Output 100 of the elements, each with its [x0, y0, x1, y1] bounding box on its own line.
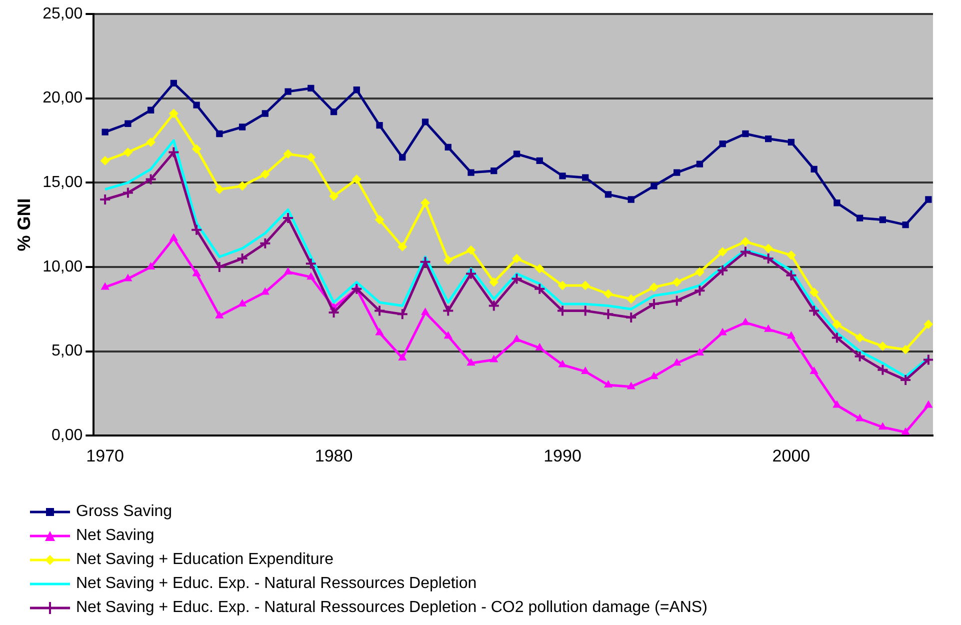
point: [422, 118, 429, 126]
point: [787, 332, 796, 339]
point: [123, 148, 132, 157]
point: [855, 333, 864, 342]
point: [420, 198, 430, 208]
point: [832, 400, 841, 408]
point: [261, 288, 270, 295]
point: [900, 374, 912, 386]
point: [559, 172, 566, 180]
point: [374, 304, 386, 317]
point: [670, 294, 683, 307]
point: [329, 192, 338, 201]
point: [282, 212, 294, 224]
point: [627, 382, 636, 390]
point: [352, 174, 362, 184]
point: [375, 215, 384, 224]
point: [765, 135, 772, 142]
point: [719, 140, 726, 148]
point: [306, 272, 315, 280]
point: [602, 308, 614, 320]
point: [810, 166, 818, 172]
point: [716, 264, 729, 276]
point: [922, 354, 933, 366]
point: [262, 110, 268, 117]
point: [924, 400, 932, 408]
point: [170, 234, 178, 241]
point: [604, 289, 613, 298]
point: [695, 268, 704, 277]
x-tick-label: 2000: [772, 446, 810, 466]
y-tick-label: 20,00: [42, 90, 83, 107]
point: [190, 224, 203, 236]
point: [328, 306, 340, 318]
y-tick-label: 25,00: [42, 5, 83, 22]
point: [718, 247, 728, 256]
point: [764, 244, 773, 253]
point: [672, 358, 681, 366]
point: [785, 269, 798, 282]
point: [558, 281, 567, 290]
point: [146, 138, 156, 147]
point: [810, 367, 818, 374]
point: [512, 334, 521, 342]
point: [696, 348, 704, 356]
point: [901, 345, 910, 354]
point: [674, 169, 680, 176]
point: [810, 288, 819, 297]
point: [649, 282, 658, 292]
point: [625, 312, 638, 324]
legend-label: Gross Saving: [76, 503, 172, 521]
point: [741, 318, 750, 326]
point: [444, 332, 452, 339]
point: [582, 174, 589, 181]
point: [854, 350, 866, 362]
y-tick-label: 0,00: [52, 427, 83, 444]
point: [536, 343, 544, 350]
point: [238, 300, 246, 307]
point: [581, 367, 590, 374]
point: [444, 256, 453, 265]
point: [467, 358, 475, 366]
point: [830, 332, 843, 344]
point: [536, 157, 543, 164]
point: [626, 294, 636, 304]
point: [650, 182, 658, 190]
point: [144, 173, 157, 186]
legend-label: Net Saving + Educ. Exp. - Natural Ressources Depletion: [76, 575, 477, 593]
point: [832, 320, 842, 329]
point: [260, 170, 270, 179]
point: [376, 328, 384, 336]
point: [238, 182, 247, 191]
point: [419, 256, 432, 268]
point: [510, 272, 523, 285]
point: [925, 196, 932, 203]
point: [398, 354, 406, 361]
point: [99, 194, 112, 206]
point: [488, 300, 500, 312]
legend-label: Net Saving + Educ. Exp. - Natural Ressources Depletion - CO2 pollution damage (=ANS): [76, 599, 708, 617]
point: [580, 281, 590, 290]
point: [146, 262, 155, 270]
legend-label: Net Saving + Education Expenditure: [76, 551, 334, 569]
point: [304, 258, 317, 270]
y-axis-title: % GNI: [14, 198, 34, 252]
point: [101, 282, 110, 290]
point: [216, 130, 223, 138]
x-tick-label: 1980: [314, 446, 353, 466]
point: [762, 252, 774, 265]
point: [856, 414, 864, 422]
point: [650, 372, 658, 380]
point: [442, 304, 454, 317]
point: [742, 130, 749, 138]
point: [924, 320, 933, 329]
point: [512, 254, 522, 264]
point: [902, 428, 910, 435]
point: [489, 278, 498, 287]
point: [879, 216, 886, 224]
point: [284, 268, 292, 275]
point: [876, 364, 889, 376]
x-tick-label: 1990: [544, 446, 582, 466]
x-tick-label: 1970: [86, 446, 124, 466]
point: [308, 84, 314, 92]
point: [350, 282, 363, 295]
point: [444, 144, 452, 151]
